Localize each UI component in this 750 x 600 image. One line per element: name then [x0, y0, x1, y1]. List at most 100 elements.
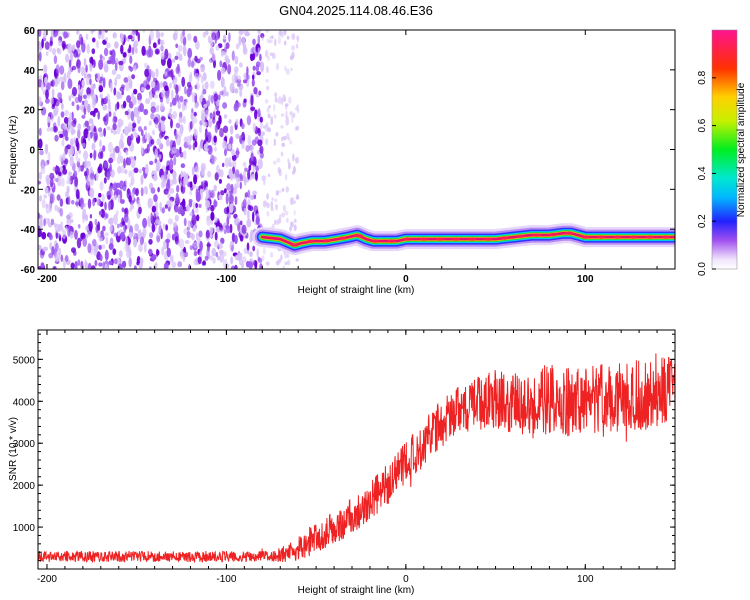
noise-speckle [129, 55, 133, 64]
noise-speckle [264, 123, 269, 132]
noise-speckle [243, 30, 249, 36]
noise-speckle [235, 150, 240, 156]
noise-speckle [114, 103, 118, 112]
noise-speckle [118, 60, 124, 66]
noise-speckle [210, 211, 215, 221]
noise-speckle [262, 200, 267, 208]
noise-speckle [38, 96, 42, 107]
noise-speckle [128, 248, 132, 258]
noise-speckle [124, 125, 129, 136]
noise-speckle [89, 78, 92, 85]
noise-speckle [83, 57, 87, 67]
noise-speckle [86, 87, 91, 96]
noise-speckle [101, 193, 105, 203]
noise-speckle [109, 152, 115, 160]
noise-speckle [76, 237, 82, 249]
noise-speckle [151, 223, 156, 233]
spectrogram-noise-speckles [38, 30, 300, 269]
noise-speckle [207, 170, 212, 178]
noise-speckle [120, 84, 125, 89]
noise-speckle [81, 42, 86, 53]
noise-speckle [194, 128, 199, 140]
noise-speckle [130, 158, 136, 169]
noise-speckle [151, 71, 155, 79]
noise-speckle [68, 65, 72, 75]
noise-speckle [159, 102, 164, 111]
ridge-hotspot [403, 237, 412, 241]
noise-speckle [38, 180, 42, 185]
colorbar-gradient [712, 30, 737, 269]
noise-speckle [161, 123, 166, 132]
noise-speckle [234, 185, 238, 195]
noise-speckle [73, 49, 79, 58]
noise-speckle [250, 152, 254, 162]
ridge-hotspot [484, 237, 493, 241]
noise-speckle [102, 225, 106, 232]
noise-speckle [131, 127, 135, 132]
noise-speckle [155, 68, 159, 78]
noise-speckle [124, 208, 128, 214]
noise-speckle [226, 212, 231, 220]
noise-speckle [99, 131, 104, 138]
noise-speckle [204, 180, 208, 189]
noise-speckle [179, 111, 183, 119]
noise-speckle [60, 111, 65, 118]
noise-speckle [150, 139, 155, 145]
noise-speckle [273, 160, 277, 165]
noise-speckle [278, 31, 281, 37]
noise-speckle [91, 48, 96, 55]
noise-speckle [98, 237, 103, 242]
noise-speckle [252, 74, 255, 80]
noise-speckle [67, 43, 73, 54]
noise-speckle [171, 89, 174, 101]
noise-speckle [250, 52, 256, 61]
noise-speckle [257, 47, 261, 56]
spectrogram-x-axis-label: Height of straight line (km) [298, 285, 415, 296]
noise-speckle [46, 176, 51, 185]
ridge-hotspot [322, 239, 331, 243]
noise-speckle [274, 219, 277, 225]
noise-speckle [213, 93, 219, 102]
noise-speckle [44, 143, 49, 155]
noise-speckle [167, 58, 172, 69]
noise-speckle [92, 38, 96, 42]
noise-speckle [150, 101, 156, 109]
noise-speckle [282, 204, 286, 212]
noise-speckle [263, 179, 266, 186]
noise-speckle [262, 125, 267, 129]
x-tick-label: 100 [577, 574, 594, 585]
noise-speckle [205, 200, 211, 208]
noise-speckle [89, 63, 93, 72]
noise-speckle [198, 203, 202, 208]
noise-speckle [242, 161, 247, 168]
ridge-hotspot [339, 236, 347, 240]
noise-speckle [95, 171, 99, 182]
noise-speckle [81, 142, 86, 148]
noise-speckle [128, 170, 132, 178]
noise-speckle [259, 53, 262, 62]
noise-speckle [142, 217, 148, 229]
noise-speckle [259, 116, 263, 123]
noise-speckle [55, 64, 60, 75]
noise-speckle [89, 214, 93, 219]
noise-speckle [273, 138, 276, 147]
noise-speckle [156, 235, 161, 243]
noise-speckle [212, 257, 216, 264]
noise-speckle [191, 108, 194, 114]
noise-speckle [243, 170, 246, 179]
noise-speckle [247, 189, 251, 199]
noise-speckle [156, 248, 159, 257]
noise-speckle [69, 157, 74, 167]
noise-speckle [44, 76, 48, 85]
noise-speckle [85, 33, 89, 40]
ridge-hotspot [306, 239, 315, 243]
noise-speckle [138, 126, 142, 132]
noise-speckle [252, 122, 257, 132]
noise-speckle [151, 205, 157, 213]
noise-speckle [293, 224, 297, 231]
noise-speckle [214, 231, 218, 241]
noise-speckle [70, 145, 75, 156]
noise-speckle [186, 87, 191, 98]
noise-speckle [266, 193, 270, 200]
noise-speckle [231, 244, 234, 252]
